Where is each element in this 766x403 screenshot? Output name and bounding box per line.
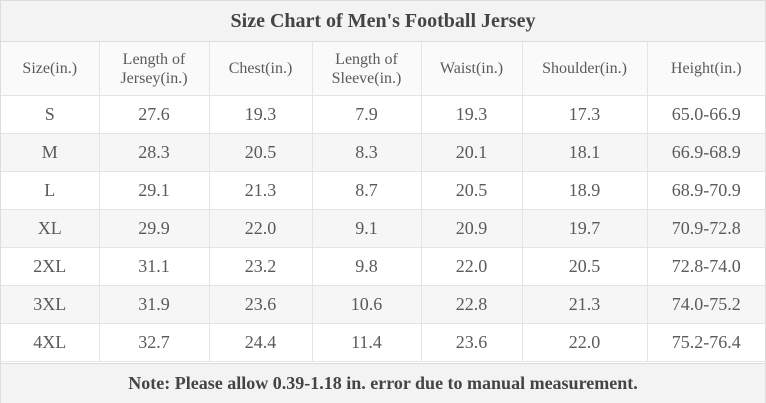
cell-height: 65.0-66.9 <box>647 95 765 134</box>
cell-size: M <box>1 133 100 172</box>
table-row: 4XL 32.7 24.4 11.4 23.6 22.0 75.2-76.4 <box>1 323 765 362</box>
cell-sleeve-length: 11.4 <box>312 323 422 362</box>
table-row: 3XL 31.9 23.6 10.6 22.8 21.3 74.0-75.2 <box>1 285 765 324</box>
chart-title: Size Chart of Men's Football Jersey <box>1 1 765 42</box>
cell-sleeve-length: 7.9 <box>312 95 422 134</box>
cell-chest: 19.3 <box>209 95 313 134</box>
cell-sleeve-length: 8.7 <box>312 171 422 210</box>
cell-waist: 23.6 <box>421 323 523 362</box>
cell-jersey-length: 32.7 <box>99 323 210 362</box>
cell-height: 74.0-75.2 <box>647 285 765 324</box>
cell-shoulder: 19.7 <box>522 209 648 248</box>
cell-chest: 23.6 <box>209 285 313 324</box>
cell-waist: 22.8 <box>421 285 523 324</box>
cell-height: 66.9-68.9 <box>647 133 765 172</box>
table-row: 2XL 31.1 23.2 9.8 22.0 20.5 72.8-74.0 <box>1 247 765 286</box>
cell-jersey-length: 29.9 <box>99 209 210 248</box>
cell-chest: 22.0 <box>209 209 313 248</box>
cell-size: 2XL <box>1 247 100 286</box>
cell-waist: 22.0 <box>421 247 523 286</box>
cell-chest: 24.4 <box>209 323 313 362</box>
column-header-size: Size(in.) <box>1 42 100 96</box>
cell-waist: 20.1 <box>421 133 523 172</box>
table-row: XL 29.9 22.0 9.1 20.9 19.7 70.9-72.8 <box>1 209 765 248</box>
cell-size: XL <box>1 209 100 248</box>
table-row: S 27.6 19.3 7.9 19.3 17.3 65.0-66.9 <box>1 95 765 134</box>
table-row: L 29.1 21.3 8.7 20.5 18.9 68.9-70.9 <box>1 171 765 210</box>
cell-chest: 21.3 <box>209 171 313 210</box>
cell-height: 70.9-72.8 <box>647 209 765 248</box>
cell-shoulder: 17.3 <box>522 95 648 134</box>
cell-waist: 20.5 <box>421 171 523 210</box>
column-header-jersey-length: Length of Jersey(in.) <box>99 42 210 96</box>
cell-size: 4XL <box>1 323 100 362</box>
cell-waist: 19.3 <box>421 95 523 134</box>
column-header-chest: Chest(in.) <box>209 42 313 96</box>
cell-jersey-length: 28.3 <box>99 133 210 172</box>
cell-shoulder: 21.3 <box>522 285 648 324</box>
cell-shoulder: 18.1 <box>522 133 648 172</box>
column-header-sleeve-length: Length of Sleeve(in.) <box>312 42 422 96</box>
size-table: Size(in.) Length of Jersey(in.) Chest(in… <box>1 42 765 362</box>
cell-height: 68.9-70.9 <box>647 171 765 210</box>
measurement-note: Note: Please allow 0.39-1.18 in. error d… <box>1 363 765 403</box>
cell-shoulder: 18.9 <box>522 171 648 210</box>
column-header-waist: Waist(in.) <box>421 42 523 96</box>
cell-size: S <box>1 95 100 134</box>
cell-jersey-length: 29.1 <box>99 171 210 210</box>
cell-waist: 20.9 <box>421 209 523 248</box>
column-header-height: Height(in.) <box>647 42 765 96</box>
column-header-shoulder: Shoulder(in.) <box>522 42 648 96</box>
cell-shoulder: 22.0 <box>522 323 648 362</box>
cell-size: L <box>1 171 100 210</box>
cell-sleeve-length: 10.6 <box>312 285 422 324</box>
cell-jersey-length: 27.6 <box>99 95 210 134</box>
cell-shoulder: 20.5 <box>522 247 648 286</box>
cell-chest: 20.5 <box>209 133 313 172</box>
cell-chest: 23.2 <box>209 247 313 286</box>
cell-sleeve-length: 9.1 <box>312 209 422 248</box>
cell-size: 3XL <box>1 285 100 324</box>
cell-height: 75.2-76.4 <box>647 323 765 362</box>
table-body: S 27.6 19.3 7.9 19.3 17.3 65.0-66.9 M 28.3 20.5 8.… <box>1 95 765 362</box>
cell-sleeve-length: 8.3 <box>312 133 422 172</box>
cell-jersey-length: 31.1 <box>99 247 210 286</box>
table-header-row: Size(in.) Length of Jersey(in.) Chest(in… <box>1 42 765 96</box>
cell-sleeve-length: 9.8 <box>312 247 422 286</box>
cell-height: 72.8-74.0 <box>647 247 765 286</box>
cell-jersey-length: 31.9 <box>99 285 210 324</box>
table-row: M 28.3 20.5 8.3 20.1 18.1 66.9-68.9 <box>1 133 765 172</box>
